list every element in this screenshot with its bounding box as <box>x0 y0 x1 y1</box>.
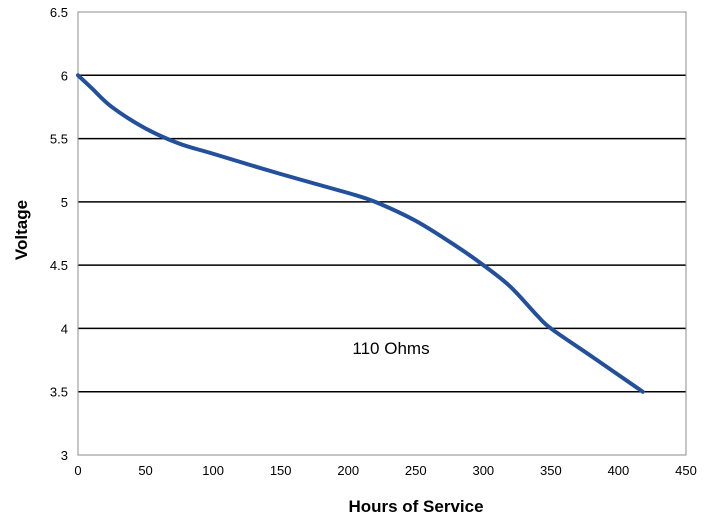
y-tick-label: 3 <box>61 448 68 463</box>
plot-frame <box>77 11 687 456</box>
y-tick-label: 6 <box>61 68 68 83</box>
x-tick-label: 450 <box>675 463 697 478</box>
gridlines <box>78 74 686 393</box>
x-tick-label: 300 <box>472 463 494 478</box>
y-tick-labels: 3 3.5 4 4.5 5 5.5 6 6.5 <box>50 5 68 463</box>
x-tick-label: 50 <box>138 463 152 478</box>
x-axis-title: Hours of Service <box>348 497 483 516</box>
x-tick-label: 400 <box>608 463 630 478</box>
x-tick-labels: 0 50 100 150 200 250 300 350 400 450 <box>74 463 696 478</box>
y-tick-label: 6.5 <box>50 5 68 20</box>
y-tick-label: 5 <box>61 195 68 210</box>
x-tick-label: 350 <box>540 463 562 478</box>
x-tick-label: 250 <box>405 463 427 478</box>
y-axis-title: Voltage <box>12 200 31 260</box>
annotation-110-ohms: 110 Ohms <box>352 339 429 358</box>
y-tick-label: 4.5 <box>50 258 68 273</box>
x-tick-label: 0 <box>74 463 81 478</box>
x-tick-label: 150 <box>270 463 292 478</box>
series-line-110-ohms <box>76 73 645 394</box>
x-tick-label: 100 <box>202 463 224 478</box>
x-tick-label: 200 <box>337 463 359 478</box>
y-tick-label: 3.5 <box>50 385 68 400</box>
y-tick-label: 5.5 <box>50 132 68 147</box>
y-tick-label: 4 <box>61 321 68 336</box>
